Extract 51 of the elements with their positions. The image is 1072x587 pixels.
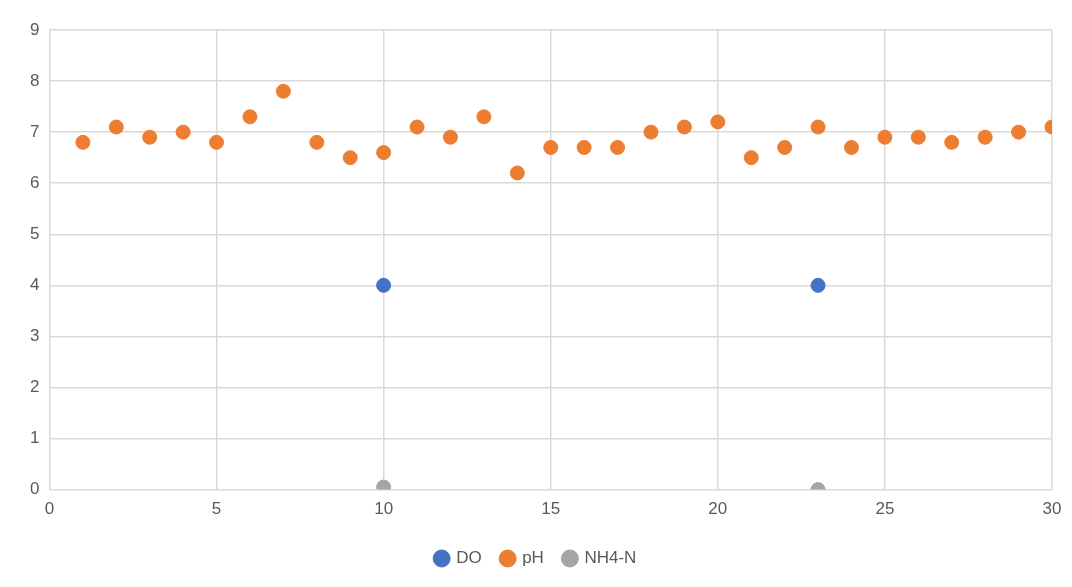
point — [543, 139, 559, 155]
point — [242, 109, 258, 125]
y-tick-label: 3 — [29, 326, 40, 346]
point — [777, 139, 793, 155]
point — [209, 134, 225, 150]
point — [676, 119, 692, 135]
point — [309, 134, 325, 150]
point — [877, 129, 893, 145]
point — [910, 129, 926, 145]
point — [843, 139, 859, 155]
point — [476, 109, 492, 125]
point — [1011, 124, 1027, 140]
point — [743, 150, 759, 166]
point — [75, 134, 91, 150]
y-tick-label: 5 — [29, 223, 40, 243]
point — [710, 114, 726, 130]
point — [509, 165, 525, 181]
y-tick-label: 2 — [29, 377, 40, 397]
x-tick-label: 0 — [44, 499, 55, 519]
x-tick-label: 10 — [374, 499, 394, 519]
x-tick-label: 20 — [708, 499, 728, 519]
y-tick-label: 4 — [29, 275, 40, 295]
legend-label: pH — [522, 548, 544, 568]
point — [944, 134, 960, 150]
y-tick-label: 9 — [29, 19, 40, 39]
point — [643, 124, 659, 140]
legend-label: NH4-N — [584, 548, 637, 568]
y-tick-label: 6 — [29, 172, 40, 192]
point — [108, 119, 124, 135]
legend-label: DO — [456, 548, 482, 568]
point — [275, 83, 291, 99]
point — [376, 277, 392, 293]
point — [977, 129, 993, 145]
point — [142, 129, 158, 145]
y-tick-label: 7 — [29, 121, 40, 141]
y-tick-label: 8 — [29, 70, 40, 90]
x-tick-label: 25 — [875, 499, 895, 519]
point — [175, 124, 191, 140]
point — [810, 119, 826, 135]
x-tick-label: 15 — [541, 499, 561, 519]
y-tick-label: 1 — [29, 428, 40, 448]
y-tick-label: 0 — [29, 479, 40, 499]
point — [810, 277, 826, 293]
x-tick-label: 30 — [1042, 499, 1062, 519]
point — [376, 145, 392, 161]
x-tick-label: 5 — [211, 499, 222, 519]
point — [610, 139, 626, 155]
point — [442, 129, 458, 145]
point — [576, 139, 592, 155]
point — [342, 150, 358, 166]
point — [409, 119, 425, 135]
